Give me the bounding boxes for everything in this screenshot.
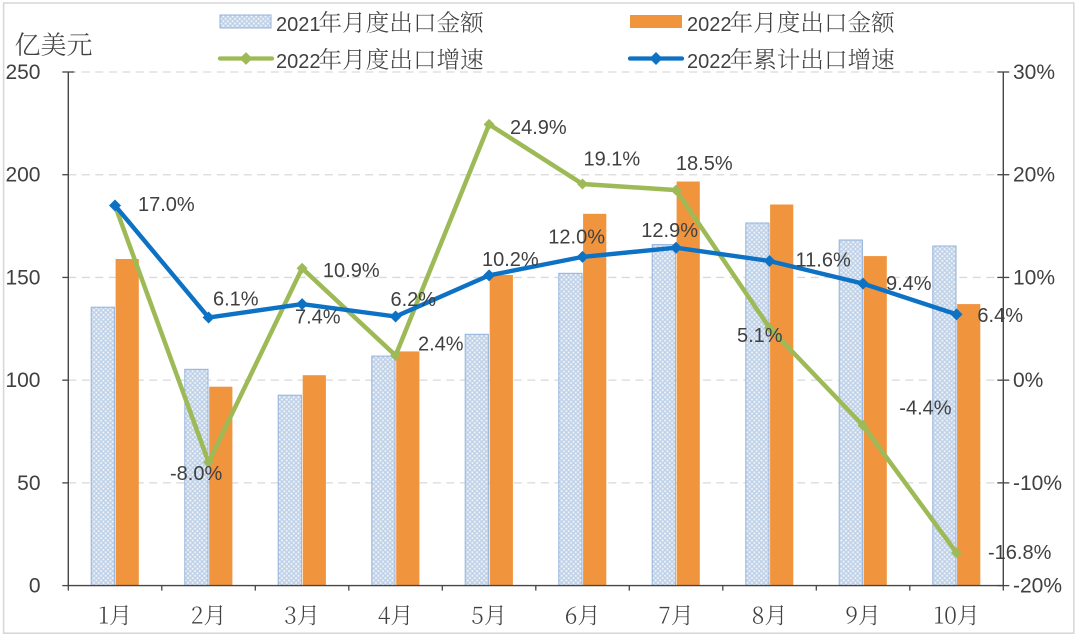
svg-text:11.6%: 11.6% [796,249,851,271]
svg-text:12.9%: 12.9% [641,220,698,242]
svg-text:-10%: -10% [1013,472,1062,495]
svg-text:2.4%: 2.4% [418,334,464,356]
svg-text:7.4%: 7.4% [295,307,341,329]
svg-text:50: 50 [17,472,40,495]
svg-text:5.1%: 5.1% [737,325,783,347]
svg-text:10.9%: 10.9% [323,260,380,282]
svg-text:20%: 20% [1013,164,1055,187]
svg-text:9.4%: 9.4% [886,273,932,295]
svg-text:2022: 2022 [687,51,732,73]
svg-text:17.0%: 17.0% [138,194,195,216]
svg-text:-8.0%: -8.0% [170,463,222,485]
svg-text:-20%: -20% [1013,575,1062,598]
svg-text:0: 0 [29,575,41,598]
svg-text:250: 250 [5,61,40,84]
svg-text:-16.8%: -16.8% [988,542,1052,564]
svg-text:10.2%: 10.2% [482,249,539,271]
svg-text:150: 150 [5,266,40,289]
svg-text:2022: 2022 [276,51,321,73]
svg-text:200: 200 [5,164,40,187]
svg-text:100: 100 [5,369,40,392]
svg-text:2021: 2021 [276,14,321,36]
svg-text:2022: 2022 [687,14,732,36]
svg-text:19.1%: 19.1% [584,148,641,170]
svg-text:6.1%: 6.1% [213,289,259,311]
svg-text:6.4%: 6.4% [977,305,1023,327]
svg-text:0%: 0% [1013,369,1043,392]
svg-text:24.9%: 24.9% [510,117,567,139]
svg-text:10%: 10% [1013,266,1055,289]
svg-text:-4.4%: -4.4% [899,398,951,420]
svg-text:6.2%: 6.2% [391,289,437,311]
svg-text:12.0%: 12.0% [548,227,605,249]
svg-text:18.5%: 18.5% [676,153,733,175]
svg-text:30%: 30% [1013,61,1055,84]
